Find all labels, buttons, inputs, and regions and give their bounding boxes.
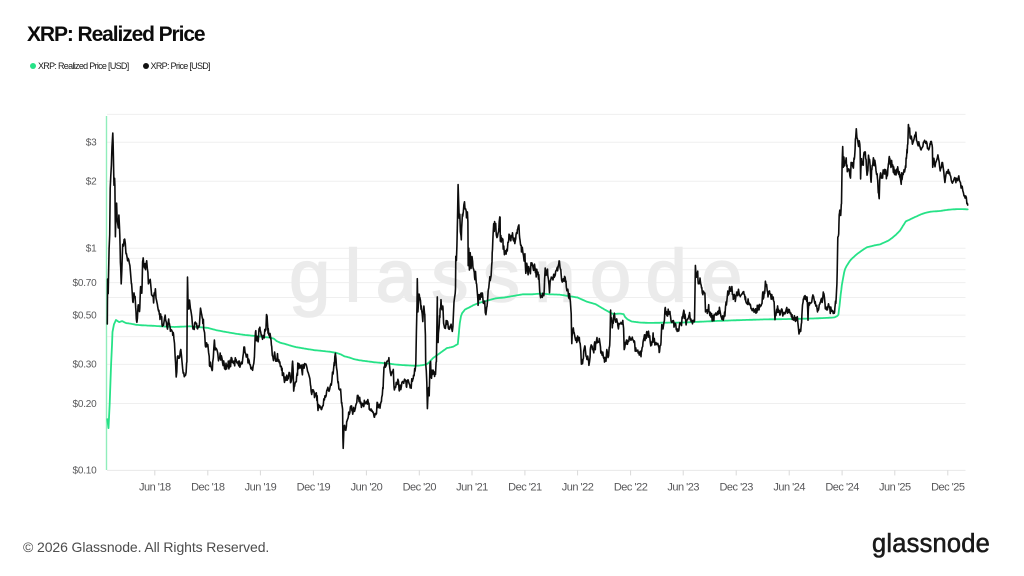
svg-text:Jun '22: Jun '22 (562, 482, 594, 494)
svg-text:Dec '22: Dec '22 (614, 482, 648, 494)
svg-text:Dec '23: Dec '23 (719, 482, 753, 494)
svg-text:$2: $2 (86, 177, 97, 188)
svg-text:$0.30: $0.30 (72, 360, 97, 371)
svg-text:$0.70: $0.70 (72, 278, 97, 289)
svg-text:Dec '18: Dec '18 (191, 482, 225, 494)
svg-text:Jun '24: Jun '24 (773, 482, 805, 494)
svg-text:Dec '21: Dec '21 (508, 482, 542, 494)
svg-text:Jun '25: Jun '25 (879, 482, 911, 494)
svg-text:$0.50: $0.50 (72, 310, 97, 321)
svg-text:$1: $1 (86, 244, 97, 255)
svg-text:Jun '19: Jun '19 (245, 482, 277, 494)
svg-text:Dec '19: Dec '19 (297, 482, 331, 494)
svg-text:$3: $3 (86, 138, 97, 149)
svg-text:Jun '20: Jun '20 (351, 482, 383, 494)
svg-text:Jun '23: Jun '23 (667, 482, 699, 494)
svg-text:Dec '20: Dec '20 (403, 482, 437, 494)
svg-text:Dec '24: Dec '24 (825, 482, 859, 494)
svg-text:Jun '18: Jun '18 (139, 482, 171, 494)
svg-text:glassnode: glassnode (289, 235, 757, 318)
svg-text:Dec '25: Dec '25 (931, 482, 965, 494)
svg-text:Jun '21: Jun '21 (456, 482, 488, 494)
svg-text:$0.10: $0.10 (72, 466, 97, 477)
svg-text:$0.20: $0.20 (72, 399, 97, 410)
